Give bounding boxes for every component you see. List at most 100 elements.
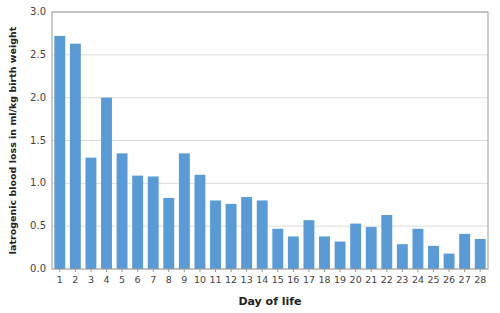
x-tick-label: 8 (166, 274, 172, 285)
bar (303, 220, 314, 269)
grid-line (52, 97, 488, 98)
x-tick (449, 269, 450, 272)
x-tick (168, 269, 169, 272)
x-tick-label: 12 (225, 274, 237, 285)
x-tick-label: 26 (443, 274, 455, 285)
x-tick-label: 23 (396, 274, 408, 285)
x-tick (386, 269, 387, 272)
bar (335, 242, 346, 269)
x-tick (215, 269, 216, 272)
bar (54, 36, 65, 269)
x-tick-label: 21 (365, 274, 377, 285)
chart-container: 0.00.51.01.52.02.53.01234567891011121314… (0, 0, 500, 313)
x-tick (277, 269, 278, 272)
x-tick-label: 15 (272, 274, 284, 285)
x-tick (90, 269, 91, 272)
y-tick-label: 0.5 (30, 220, 46, 231)
bars (54, 36, 485, 269)
grid-line (52, 54, 488, 55)
y-tick-label: 1.5 (30, 135, 46, 146)
x-tick (480, 269, 481, 272)
x-axis-title: Day of life (238, 295, 301, 308)
x-tick-label: 24 (412, 274, 424, 285)
bar (210, 200, 221, 269)
x-tick-label: 27 (459, 274, 471, 285)
x-tick (137, 269, 138, 272)
bar (444, 254, 455, 269)
bar (70, 44, 81, 269)
bar (366, 227, 377, 269)
plot-frame (52, 12, 488, 269)
bar (132, 176, 143, 269)
x-tick-label: 5 (119, 274, 125, 285)
bar (381, 215, 392, 269)
x-tick (464, 269, 465, 272)
x-tick-label: 14 (256, 274, 268, 285)
x-tick (153, 269, 154, 272)
bar (350, 224, 361, 269)
x-tick (106, 269, 107, 272)
x-tick (262, 269, 263, 272)
grid-line (52, 140, 488, 141)
x-tick-label: 28 (474, 274, 486, 285)
bar (459, 234, 470, 269)
bar (101, 98, 112, 269)
x-tick (246, 269, 247, 272)
x-tick (308, 269, 309, 272)
y-tick-label: 2.5 (30, 49, 46, 60)
x-tick-label: 17 (303, 274, 315, 285)
bar (148, 176, 159, 269)
x-tick (59, 269, 60, 272)
y-tick-label: 2.0 (30, 92, 46, 103)
x-tick-label: 6 (135, 274, 141, 285)
x-tick (402, 269, 403, 272)
bar (257, 200, 268, 269)
x-axis: 1234567891011121314151617181920212223242… (57, 269, 486, 285)
x-tick (231, 269, 232, 272)
x-tick-label: 9 (181, 274, 187, 285)
x-tick (371, 269, 372, 272)
x-tick (184, 269, 185, 272)
y-tick-label: 0.0 (30, 263, 46, 274)
x-tick (324, 269, 325, 272)
x-tick-label: 19 (334, 274, 346, 285)
x-tick-label: 2 (72, 274, 78, 285)
x-tick-label: 13 (241, 274, 253, 285)
x-tick-label: 20 (350, 274, 362, 285)
x-tick (355, 269, 356, 272)
bar (85, 158, 96, 269)
x-tick-label: 25 (427, 274, 439, 285)
x-tick (417, 269, 418, 272)
bar (179, 153, 190, 269)
x-tick (199, 269, 200, 272)
x-tick (75, 269, 76, 272)
bar (288, 236, 299, 269)
x-tick (433, 269, 434, 272)
bar (241, 197, 252, 269)
bar (412, 229, 423, 269)
x-tick-label: 10 (194, 274, 206, 285)
bar (272, 229, 283, 269)
y-axis-title: Iatrogenic blood loss in ml/kg birth wei… (7, 26, 18, 254)
y-tick-label: 3.0 (30, 6, 46, 17)
x-tick (340, 269, 341, 272)
x-tick-label: 3 (88, 274, 94, 285)
y-tick-label: 1.0 (30, 177, 46, 188)
bar (475, 239, 486, 269)
chart: 0.00.51.01.52.02.53.01234567891011121314… (0, 0, 500, 313)
bar (163, 198, 174, 269)
grid (52, 12, 488, 269)
y-axis: 0.0 0.5 1.0 1.5 2.0 2.5 3.0 (30, 6, 46, 274)
x-tick-label: 11 (209, 274, 221, 285)
bar (117, 153, 128, 269)
x-tick (293, 269, 294, 272)
x-tick-label: 4 (103, 274, 109, 285)
x-tick-label: 18 (318, 274, 330, 285)
x-tick-label: 7 (150, 274, 156, 285)
x-tick (122, 269, 123, 272)
x-tick-label: 22 (381, 274, 393, 285)
bar (319, 236, 330, 269)
bar (226, 204, 237, 269)
bar (428, 246, 439, 269)
bar (194, 175, 205, 269)
